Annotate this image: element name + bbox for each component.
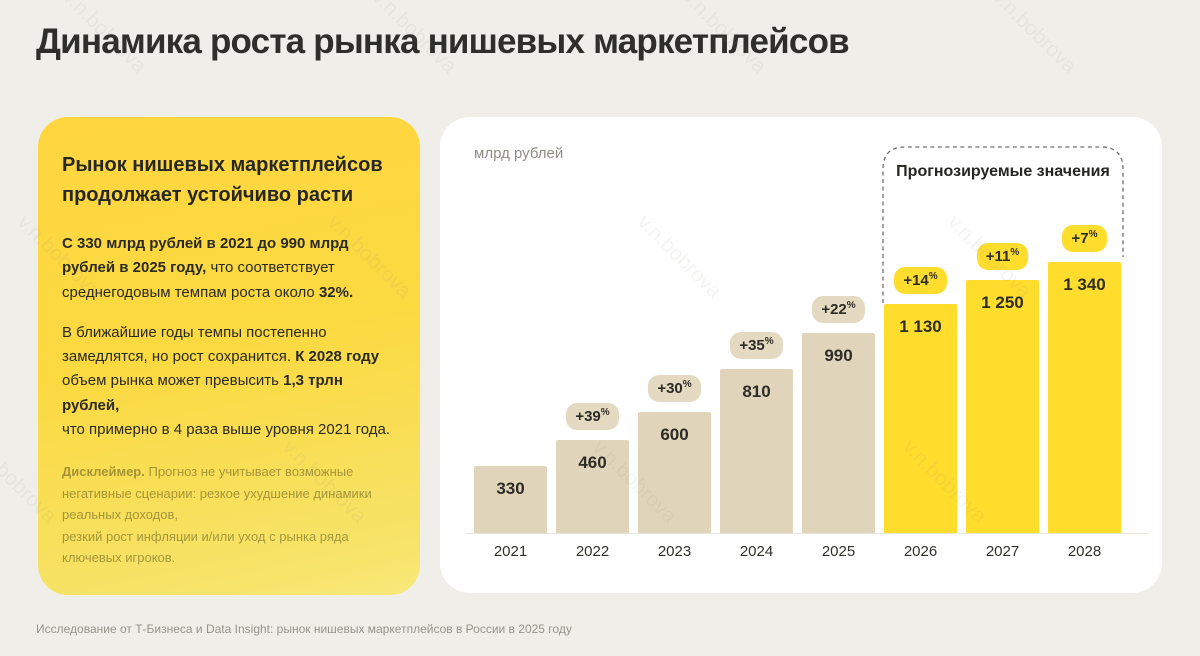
percent-sign: % (928, 271, 938, 282)
growth-badge-2022: +39% (566, 403, 619, 430)
growth-badge-2024: +35% (730, 332, 783, 359)
x-tick-2027: 2027 (985, 543, 1020, 560)
chart-card: млрд рублей Прогнозируемые значения 330 +… (440, 117, 1162, 593)
bar-column-2022: +39% 460 (556, 403, 629, 533)
bar-series: 330 +39% 460 +30% 600 +35% 810 +22% 990 +14% 1 130… (474, 225, 1121, 533)
x-tick-2028: 2028 (1067, 543, 1102, 560)
percent-sign: % (1010, 247, 1020, 258)
bar-2021: 330 (474, 466, 547, 533)
bar-column-2023: +30% 600 (638, 375, 711, 533)
percent-sign: % (600, 407, 610, 418)
x-tick-2026: 2026 (903, 543, 938, 560)
text-segment: Прогноз не учитывает возможные негативны… (62, 464, 372, 566)
text-segment: что соответствует среднегодовым темпам р… (62, 259, 335, 301)
x-axis-labels: 2021 2022 2023 2024 2025 2026 2027 2028 (474, 543, 1121, 560)
source-note: Исследование от Т-Бизнеса и Data Insight… (36, 622, 572, 636)
bar-2028: 1 340 (1048, 262, 1121, 533)
disclaimer-text: Дисклеймер. Прогноз не учитывает возможн… (62, 461, 394, 569)
bar-column-2021: 330 (474, 466, 547, 533)
percent-sign: % (764, 336, 774, 347)
bar-2023: 600 (638, 412, 711, 533)
x-tick-2025: 2025 (821, 543, 856, 560)
growth-value: +11 (985, 248, 1011, 265)
bar-column-2025: +22% 990 (802, 296, 875, 533)
growth-value: +14 (903, 272, 929, 289)
growth-badge-2027: +11% (976, 243, 1029, 270)
text-segment: что примерно в 4 раза выше уровня 2021 г… (62, 421, 391, 439)
bar-column-2024: +35% 810 (720, 332, 793, 533)
percent-sign: % (682, 379, 692, 390)
summary-paragraph: В ближайшие годы темпы постепенно замедл… (62, 321, 394, 442)
growth-value: +39 (575, 408, 601, 425)
watermark-text: v.n.bobrova (988, 0, 1081, 79)
growth-badge-2028: +7% (1062, 225, 1107, 252)
text-segment: 1,3 трлн рублей, (62, 372, 343, 414)
text-segment: В ближайшие годы темпы постепенно замедл… (62, 323, 327, 366)
text-segment: С 330 млрд рублей в 2021 до 990 млрд руб… (62, 235, 349, 277)
text-segment: Дисклеймер. (62, 464, 145, 480)
text-segment: К 2028 году (295, 348, 380, 366)
growth-value: +22 (821, 301, 847, 318)
axis-unit-label: млрд рублей (474, 145, 564, 162)
x-tick-2021: 2021 (493, 543, 528, 560)
growth-value: +30 (657, 380, 683, 397)
x-tick-2024: 2024 (739, 543, 774, 560)
growth-badge-2023: +30% (648, 375, 701, 402)
growth-value: +7 (1071, 230, 1089, 247)
summary-card: Рынок нишевых маркетплейсов продолжает у… (38, 117, 420, 595)
text-segment: объем рынка может превысить (62, 372, 284, 390)
percent-sign: % (846, 300, 856, 311)
summary-paragraphs: С 330 млрд рублей в 2021 до 990 млрд руб… (62, 232, 394, 458)
forecast-region-label: Прогнозируемые значения (896, 163, 1110, 180)
x-tick-2023: 2023 (657, 543, 692, 560)
bar-2022: 460 (556, 440, 629, 533)
x-tick-2022: 2022 (575, 543, 610, 560)
bar-2025: 990 (802, 333, 875, 533)
summary-paragraph: С 330 млрд рублей в 2021 до 990 млрд руб… (62, 232, 394, 305)
bar-column-2026: +14% 1 130 (884, 267, 957, 533)
growth-badge-2026: +14% (894, 267, 947, 294)
summary-heading: Рынок нишевых маркетплейсов продолжает у… (62, 154, 383, 206)
bar-2026: 1 130 (884, 304, 957, 533)
x-axis-line (466, 533, 1148, 534)
page-title: Динамика роста рынка нишевых маркетплейс… (36, 22, 850, 61)
growth-badge-2025: +22% (812, 296, 865, 323)
bar-2024: 810 (720, 369, 793, 533)
bar-column-2028: +7% 1 340 (1048, 225, 1121, 533)
bar-2027: 1 250 (966, 280, 1039, 533)
percent-sign: % (1088, 229, 1098, 240)
growth-value: +35 (739, 337, 765, 354)
text-segment: 32%. (318, 283, 354, 301)
bar-column-2027: +11% 1 250 (966, 243, 1039, 533)
